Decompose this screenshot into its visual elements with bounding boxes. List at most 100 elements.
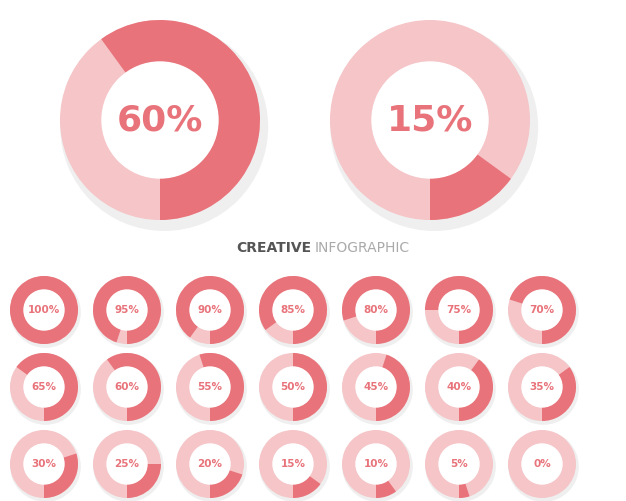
Wedge shape	[508, 354, 579, 425]
Text: 15%: 15%	[280, 459, 305, 469]
Wedge shape	[200, 353, 244, 421]
Wedge shape	[107, 353, 161, 421]
Wedge shape	[10, 431, 81, 501]
Circle shape	[273, 444, 313, 484]
Wedge shape	[44, 453, 78, 498]
Text: 0%: 0%	[533, 459, 551, 469]
Wedge shape	[459, 360, 493, 421]
Text: 5%: 5%	[450, 459, 468, 469]
Wedge shape	[259, 277, 330, 348]
Circle shape	[356, 367, 396, 407]
Text: 95%: 95%	[115, 305, 140, 315]
Wedge shape	[93, 277, 164, 348]
Wedge shape	[93, 431, 164, 501]
Text: 75%: 75%	[446, 305, 471, 315]
Wedge shape	[425, 431, 496, 501]
Wedge shape	[10, 276, 78, 344]
Wedge shape	[342, 353, 410, 421]
Text: 90%: 90%	[198, 305, 222, 315]
Wedge shape	[508, 431, 579, 501]
Text: 60%: 60%	[117, 103, 203, 137]
Wedge shape	[93, 276, 161, 344]
Wedge shape	[510, 276, 576, 344]
Wedge shape	[176, 354, 247, 425]
Wedge shape	[342, 430, 410, 498]
Circle shape	[24, 444, 64, 484]
Wedge shape	[176, 431, 247, 501]
Wedge shape	[10, 354, 81, 425]
Wedge shape	[176, 277, 247, 348]
Wedge shape	[425, 276, 493, 344]
Wedge shape	[342, 354, 413, 425]
Wedge shape	[60, 20, 260, 220]
Circle shape	[273, 290, 313, 330]
Wedge shape	[176, 276, 244, 344]
Wedge shape	[93, 353, 161, 421]
Wedge shape	[376, 480, 396, 498]
Circle shape	[190, 444, 230, 484]
Circle shape	[356, 444, 396, 484]
Wedge shape	[10, 276, 78, 344]
Circle shape	[522, 367, 562, 407]
Wedge shape	[101, 20, 260, 220]
Wedge shape	[127, 464, 161, 498]
Text: 45%: 45%	[364, 382, 389, 392]
Text: 70%: 70%	[530, 305, 555, 315]
Wedge shape	[508, 430, 576, 498]
Wedge shape	[259, 353, 327, 421]
Circle shape	[24, 290, 64, 330]
Text: 85%: 85%	[280, 305, 305, 315]
Wedge shape	[60, 23, 268, 231]
Wedge shape	[425, 276, 493, 344]
Wedge shape	[259, 276, 327, 344]
Wedge shape	[330, 23, 538, 231]
Wedge shape	[93, 430, 161, 498]
Wedge shape	[210, 470, 242, 498]
Text: INFOGRAPHIC: INFOGRAPHIC	[315, 241, 410, 255]
Text: 30%: 30%	[31, 459, 56, 469]
Circle shape	[439, 367, 479, 407]
Wedge shape	[376, 355, 410, 421]
Wedge shape	[259, 276, 327, 344]
Wedge shape	[430, 154, 511, 220]
Wedge shape	[425, 430, 493, 498]
Circle shape	[356, 290, 396, 330]
Wedge shape	[508, 353, 576, 421]
Wedge shape	[259, 354, 330, 425]
Circle shape	[107, 367, 147, 407]
Wedge shape	[508, 277, 579, 348]
Circle shape	[102, 62, 218, 178]
Wedge shape	[342, 276, 410, 344]
Wedge shape	[342, 276, 410, 344]
Text: 60%: 60%	[115, 382, 140, 392]
Wedge shape	[176, 430, 244, 498]
Wedge shape	[259, 430, 327, 498]
Wedge shape	[176, 276, 244, 344]
Wedge shape	[342, 277, 413, 348]
Text: 80%: 80%	[364, 305, 389, 315]
Circle shape	[107, 290, 147, 330]
Circle shape	[24, 367, 64, 407]
Wedge shape	[10, 430, 78, 498]
Text: CREATIVE: CREATIVE	[236, 241, 311, 255]
Text: 10%: 10%	[364, 459, 389, 469]
Wedge shape	[330, 20, 530, 220]
Wedge shape	[425, 353, 493, 421]
Circle shape	[372, 62, 488, 178]
Circle shape	[522, 290, 562, 330]
Text: 20%: 20%	[197, 459, 222, 469]
Text: 35%: 35%	[530, 382, 555, 392]
Circle shape	[439, 290, 479, 330]
Wedge shape	[176, 353, 244, 421]
Text: 100%: 100%	[28, 305, 60, 315]
Wedge shape	[93, 276, 161, 344]
Wedge shape	[93, 354, 164, 425]
Wedge shape	[10, 277, 81, 348]
Wedge shape	[425, 277, 496, 348]
Wedge shape	[542, 367, 576, 421]
Wedge shape	[293, 353, 327, 421]
Circle shape	[107, 444, 147, 484]
Text: 40%: 40%	[446, 382, 471, 392]
Wedge shape	[16, 353, 78, 421]
Text: 55%: 55%	[197, 382, 222, 392]
